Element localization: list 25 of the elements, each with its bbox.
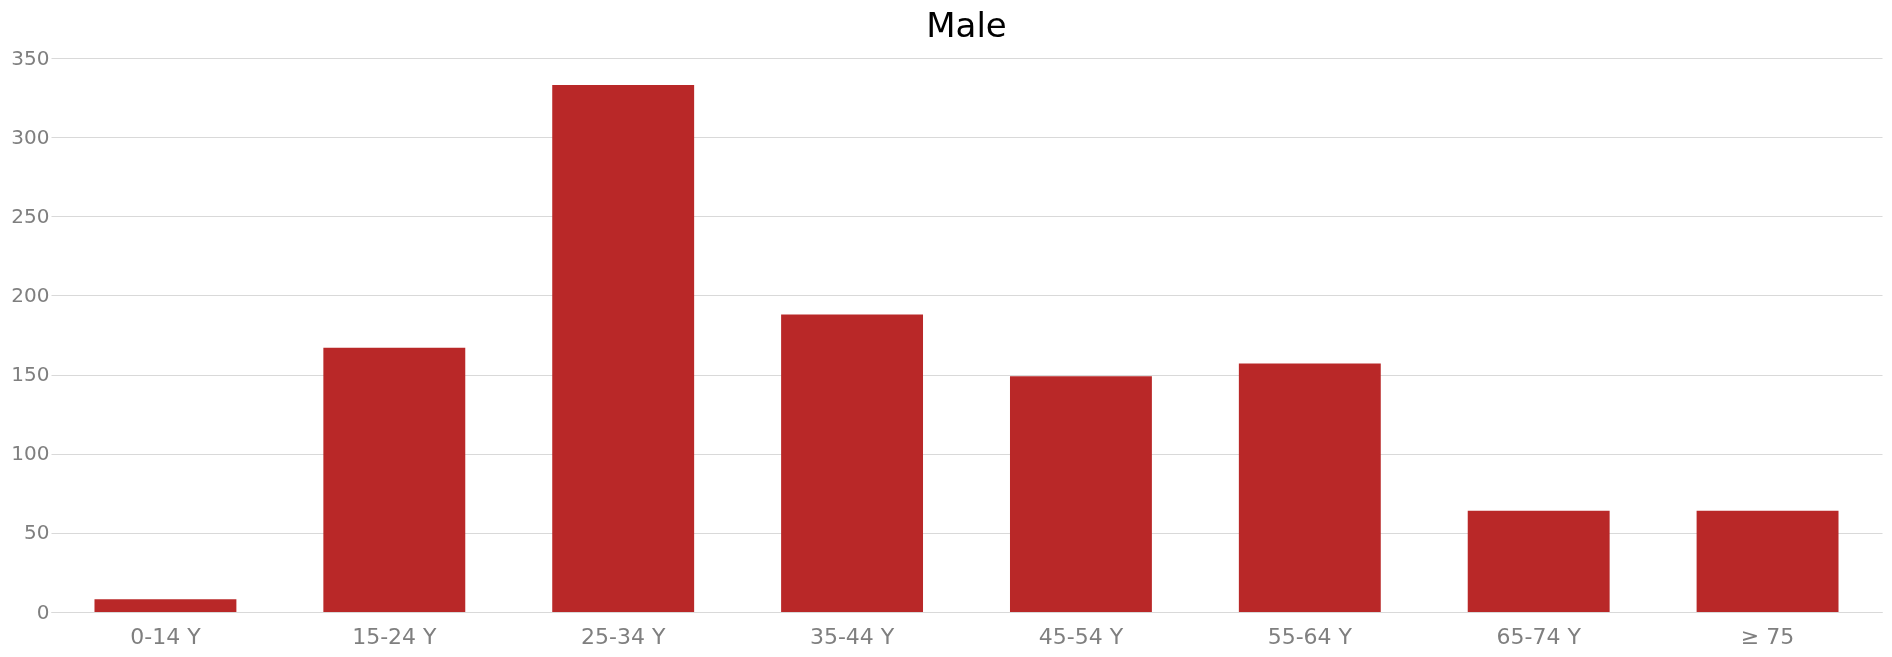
bar [781,314,924,612]
bar [323,347,466,612]
x-tick-label: 45-54 Y [1038,623,1124,649]
bar [552,84,695,612]
y-tick-label: 0 [36,599,50,624]
x-tick-label: ≥ 75 [1740,623,1795,649]
chart-title: Male [926,5,1007,45]
bar [1467,510,1610,612]
y-tick-label: 350 [11,45,50,70]
x-tick-label: 15-24 Y [352,623,438,649]
x-tick-label: 25-34 Y [581,623,666,649]
y-tick-label: 300 [11,124,50,149]
bar [1238,363,1381,612]
x-tick-label: 0-14 Y [130,623,202,649]
y-tick-label: 150 [11,362,50,387]
bar [1009,376,1152,612]
y-tick-label: 100 [11,441,50,466]
bar [94,599,237,612]
y-tick-label: 50 [24,520,50,545]
y-tick-label: 250 [11,203,50,228]
x-tick-label: 55-64 Y [1267,623,1353,649]
bar [1696,510,1839,612]
x-tick-label: 35-44 Y [809,623,895,649]
x-tick-label: 65-74 Y [1496,623,1582,649]
y-tick-label: 200 [11,282,50,307]
